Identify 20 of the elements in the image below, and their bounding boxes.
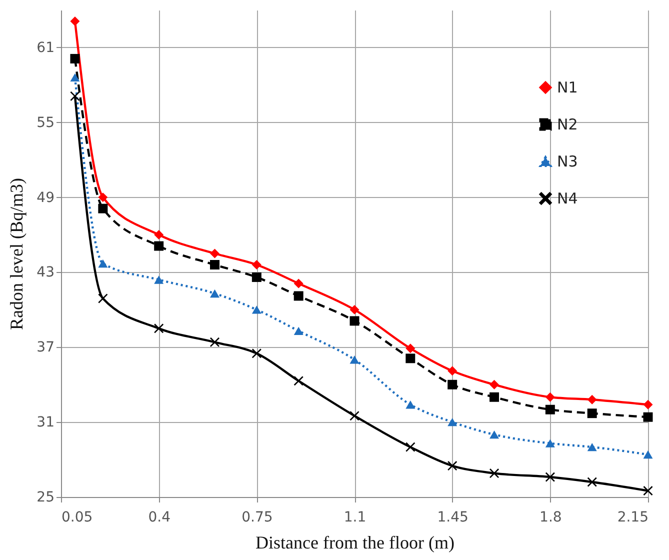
- y-axis-title: Radon level (Bq/m3): [6, 178, 27, 330]
- y-tick-label: 31: [36, 414, 54, 431]
- x-tick-label: 0.75: [242, 510, 273, 526]
- legend-label: N1: [557, 78, 578, 96]
- y-tick-label: 55: [36, 114, 54, 131]
- y-tick-label: 25: [36, 490, 54, 506]
- y-tick-label: 37: [36, 340, 54, 356]
- x-tick-label: 2.15: [617, 510, 648, 526]
- x-tick-label: 1.8: [540, 510, 562, 526]
- x-tick-label: 1.1: [344, 510, 366, 526]
- y-tick-label: 61: [36, 40, 54, 56]
- x-axis-title: Distance from the floor (m): [256, 532, 454, 552]
- x-tick-label: 1.45: [437, 510, 468, 526]
- y-tick-label: 49: [36, 190, 54, 206]
- legend-label: N3: [557, 152, 578, 170]
- y-tick-label: 43: [36, 264, 54, 281]
- legend-label: N4: [557, 190, 578, 208]
- x-tick-label: 0.4: [148, 510, 171, 526]
- legend-label: N2: [557, 116, 578, 134]
- x-tick-label: 0.05: [62, 510, 93, 526]
